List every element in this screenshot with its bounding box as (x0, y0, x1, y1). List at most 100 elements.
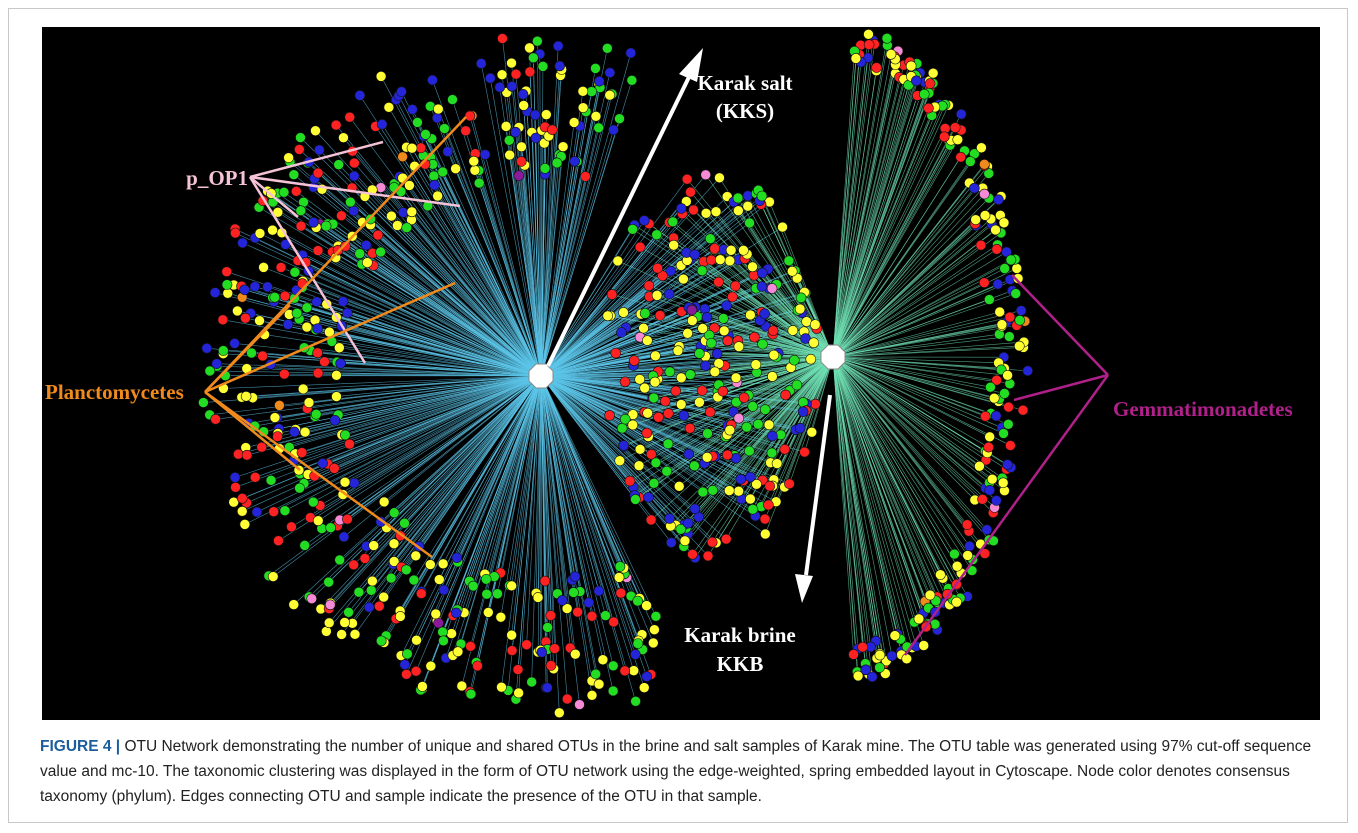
otu-node (627, 409, 639, 420)
otu-node (760, 528, 771, 540)
edge (832, 259, 1012, 358)
otu-node (901, 653, 913, 665)
otu-node (999, 263, 1010, 274)
otu-node (336, 210, 347, 222)
edge (289, 314, 542, 377)
otu-node (1002, 459, 1013, 470)
otu-node (709, 322, 720, 334)
edge (406, 227, 542, 377)
otu-node (630, 695, 641, 707)
edge (832, 356, 1004, 484)
otu-node (961, 519, 973, 530)
otu-node (638, 322, 649, 334)
otu-node (407, 104, 418, 115)
edge (832, 356, 893, 656)
otu-node (889, 630, 901, 641)
otu-node (747, 503, 759, 515)
edge (310, 375, 542, 518)
edge (338, 164, 542, 377)
edge (540, 375, 790, 485)
otu-node (632, 638, 644, 649)
edge (540, 375, 648, 677)
edge (288, 157, 542, 377)
otu-node (406, 142, 418, 154)
edge (540, 375, 708, 434)
otu-node (529, 109, 541, 121)
otu-node (497, 33, 508, 44)
edge (832, 356, 995, 508)
edge (832, 218, 992, 358)
edge (540, 375, 636, 500)
edge (832, 356, 948, 595)
otu-node (230, 227, 241, 239)
otu-node (685, 186, 696, 198)
otu-node (532, 35, 543, 47)
otu-node (386, 210, 397, 222)
edge (832, 356, 987, 461)
otu-node (984, 485, 996, 496)
edge (278, 375, 542, 541)
edge (402, 156, 542, 377)
edge (540, 375, 568, 700)
edge (832, 356, 983, 500)
otu-node (866, 671, 878, 683)
edge (352, 375, 542, 624)
otu-node (586, 610, 598, 622)
otu-node (475, 58, 487, 69)
edge (540, 295, 658, 377)
otu-node (857, 641, 868, 653)
edge (436, 117, 542, 377)
otu-node (706, 536, 718, 548)
edge (540, 375, 728, 435)
otu-node (976, 142, 987, 154)
edge (832, 356, 955, 555)
otu-node (331, 369, 342, 381)
edge (832, 356, 990, 483)
otu-node (628, 665, 640, 676)
otu-node (425, 660, 437, 672)
otu-node (295, 205, 307, 217)
otu-node (643, 280, 655, 292)
otu-node (334, 342, 345, 354)
edge (684, 356, 834, 541)
edge (540, 246, 641, 377)
edge (689, 356, 834, 429)
otu-node (597, 654, 609, 666)
otu-node (432, 190, 443, 202)
edge (761, 286, 834, 358)
edge (832, 65, 912, 358)
otu-node (771, 458, 783, 469)
otu-node (583, 597, 595, 608)
edge (832, 356, 1007, 470)
edge (832, 356, 938, 598)
edge (540, 94, 613, 377)
otu-node (577, 86, 589, 97)
otu-node (949, 548, 960, 560)
otu-node (809, 319, 821, 330)
otu-node (251, 506, 263, 518)
edge (832, 290, 1013, 358)
otu-node (763, 419, 775, 431)
otu-node (780, 389, 791, 401)
edge (832, 356, 988, 530)
otu-node (991, 374, 1002, 386)
edge (540, 156, 562, 377)
otu-node (257, 350, 268, 362)
otu-node (1005, 254, 1017, 266)
otu-node (797, 406, 809, 418)
otu-node (638, 682, 650, 693)
otu-node (286, 521, 297, 533)
otu-node (805, 353, 817, 365)
otu-node (1014, 314, 1026, 326)
otu-node (924, 78, 936, 89)
edge (832, 356, 944, 604)
edge (472, 375, 542, 587)
otu-node (988, 392, 1000, 404)
otu-node (345, 196, 356, 208)
edge (509, 375, 542, 586)
otu-node (725, 244, 737, 256)
edge (832, 136, 945, 358)
edge (526, 111, 542, 377)
otu-node (289, 426, 300, 438)
otu-node (848, 649, 859, 660)
